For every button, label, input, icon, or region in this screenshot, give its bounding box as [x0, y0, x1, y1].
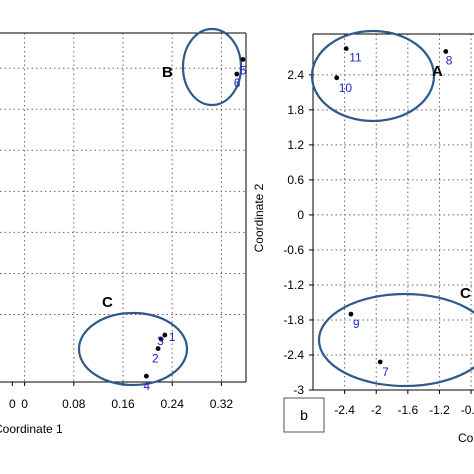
y-tick-label: -0.6: [283, 243, 304, 257]
x-tick-label: 0.32: [210, 397, 234, 411]
panel-label-box: [283, 397, 325, 433]
data-point: [143, 373, 149, 379]
group-b-ellipse: [181, 27, 243, 107]
x-tick-label: -1.2: [429, 403, 450, 417]
y-tick-label: 2.4: [287, 68, 304, 82]
data-point: [162, 332, 168, 338]
x-axis-label: Coordinate 1: [0, 422, 63, 436]
x-tick-label: 0.16: [111, 397, 135, 411]
data-point-label: 10: [339, 81, 353, 95]
data-point: [240, 56, 246, 62]
data-point: [443, 49, 449, 54]
group-a-ellipse: [310, 29, 436, 123]
data-point-label: 3: [157, 334, 164, 348]
data-point: [158, 336, 164, 342]
x-tick-label: 0.08: [62, 397, 86, 411]
data-point: [343, 46, 349, 51]
data-point-label: 2: [152, 352, 159, 366]
group-c-ellipse: [317, 292, 474, 388]
data-point-label: 9: [353, 317, 360, 331]
y-tick-label: 1.8: [287, 103, 304, 117]
x-tick-label: 0.24: [161, 397, 185, 411]
y-tick-label: 1.2: [287, 138, 304, 152]
data-point-label: 11: [349, 51, 362, 65]
group-c-ellipse: [77, 311, 189, 387]
y-tick-label: -1.8: [283, 313, 304, 327]
y-tick-label: -3: [293, 383, 304, 397]
data-point: [348, 311, 354, 317]
group-label-a: A: [432, 63, 443, 80]
data-point-label: 7: [382, 365, 389, 379]
data-point: [234, 71, 240, 77]
panel-a: 0 0 0.08 0.16 0.24 0.32 Coordinate 1 B C 56 12 3 4: [0, 27, 247, 436]
x-tick-label: -0.8: [461, 403, 474, 417]
group-label-c: C: [460, 285, 471, 302]
data-point-label: 6: [234, 76, 241, 90]
panel-label: b: [300, 407, 308, 423]
panel-b: 2.4 1.8 1.2 0.6 0 -0.6 -1.2 -1.8 -2.4 -3 -2.4 -2 -1.…: [252, 29, 474, 445]
x-tick-label: -2: [371, 403, 382, 417]
data-point-label: 5: [240, 63, 247, 77]
y-axis-label: Coordinate 2: [252, 183, 266, 252]
data-point-label: 8: [446, 54, 453, 68]
x-axis-label: Co: [458, 431, 474, 445]
group-label-b: B: [162, 64, 173, 81]
x-tick-label: 0: [9, 397, 16, 411]
y-tick-label: 0: [297, 208, 304, 222]
data-point-label: 1: [169, 330, 176, 344]
data-point-label: 4: [143, 379, 150, 393]
group-label-c: C: [102, 294, 113, 311]
data-point: [334, 75, 340, 81]
data-point: [377, 359, 383, 365]
x-tick-label: 0: [21, 397, 28, 411]
x-tick-label: -2.4: [334, 403, 355, 417]
y-tick-label: -2.4: [283, 348, 304, 362]
y-tick-label: -1.2: [283, 278, 304, 292]
y-tick-label: 0.6: [287, 173, 304, 187]
data-point: [155, 346, 161, 351]
x-tick-label: -1.6: [397, 403, 418, 417]
